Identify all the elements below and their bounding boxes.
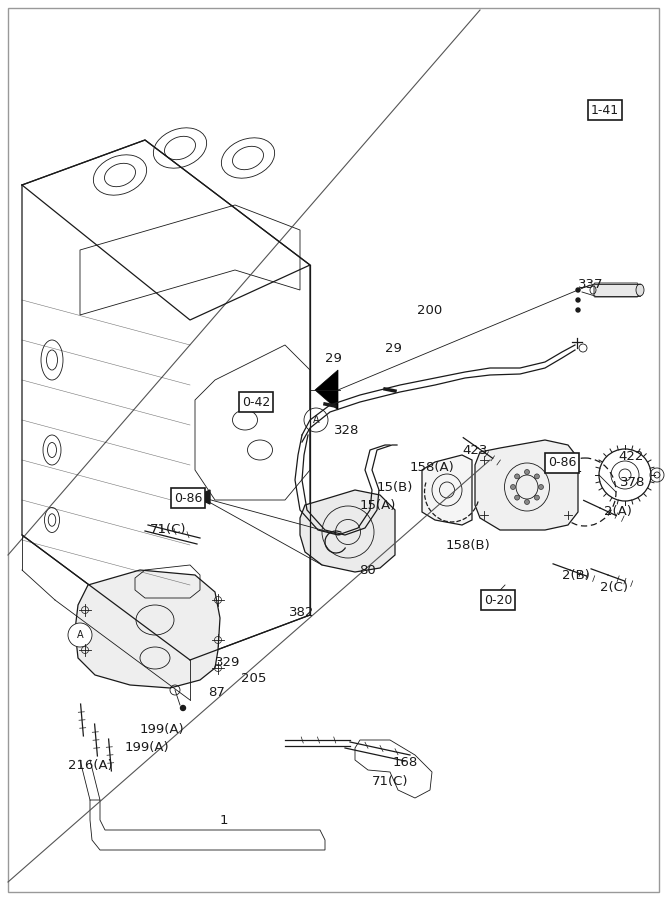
- Text: 0-86: 0-86: [174, 491, 202, 505]
- Text: 216(A): 216(A): [67, 760, 112, 772]
- Ellipse shape: [576, 288, 580, 292]
- Text: 328: 328: [334, 424, 360, 436]
- Circle shape: [68, 623, 92, 647]
- Text: 158(A): 158(A): [410, 462, 454, 474]
- Ellipse shape: [636, 284, 644, 296]
- Ellipse shape: [524, 500, 530, 505]
- Text: 0-20: 0-20: [484, 593, 512, 607]
- Polygon shape: [195, 490, 210, 504]
- Text: 2(B): 2(B): [562, 569, 590, 581]
- Text: 15(A): 15(A): [360, 499, 396, 511]
- Ellipse shape: [515, 495, 520, 500]
- Text: 200: 200: [418, 303, 443, 317]
- Circle shape: [304, 408, 328, 432]
- Ellipse shape: [510, 484, 516, 490]
- Ellipse shape: [515, 474, 520, 479]
- Text: 423: 423: [462, 444, 488, 456]
- Text: 0-86: 0-86: [548, 456, 576, 470]
- Ellipse shape: [576, 298, 580, 302]
- Text: 382: 382: [289, 606, 315, 618]
- Text: 329: 329: [215, 655, 241, 669]
- Text: 205: 205: [241, 671, 267, 685]
- Polygon shape: [300, 490, 395, 572]
- Text: 0-42: 0-42: [242, 395, 270, 409]
- Text: 422: 422: [618, 449, 644, 463]
- Ellipse shape: [534, 474, 540, 479]
- Polygon shape: [75, 570, 220, 688]
- Ellipse shape: [534, 495, 540, 500]
- Text: 15(B): 15(B): [377, 481, 413, 493]
- Text: 158(B): 158(B): [446, 538, 490, 552]
- Text: 71(C): 71(C): [150, 524, 186, 536]
- Text: 161: 161: [558, 462, 583, 474]
- Text: 1: 1: [219, 814, 228, 826]
- Polygon shape: [315, 370, 338, 410]
- Text: 71(C): 71(C): [372, 776, 408, 788]
- Polygon shape: [422, 455, 472, 525]
- Text: A: A: [77, 630, 83, 640]
- Ellipse shape: [576, 308, 580, 312]
- Text: 2(C): 2(C): [600, 581, 628, 595]
- Text: 2(A): 2(A): [604, 506, 632, 518]
- Ellipse shape: [181, 706, 185, 710]
- Text: 80: 80: [360, 563, 376, 577]
- Text: 29: 29: [325, 353, 342, 365]
- Text: 337: 337: [578, 278, 604, 292]
- Ellipse shape: [538, 484, 544, 490]
- FancyBboxPatch shape: [594, 283, 638, 297]
- Ellipse shape: [524, 470, 530, 474]
- Text: 1-41: 1-41: [591, 104, 619, 116]
- Text: 378: 378: [620, 476, 646, 490]
- Text: A: A: [313, 415, 319, 425]
- Polygon shape: [475, 440, 578, 530]
- Text: 199(A): 199(A): [125, 742, 169, 754]
- Text: 29: 29: [385, 341, 402, 355]
- Text: 87: 87: [209, 687, 225, 699]
- Text: 199(A): 199(A): [139, 724, 184, 736]
- Text: 168: 168: [392, 755, 418, 769]
